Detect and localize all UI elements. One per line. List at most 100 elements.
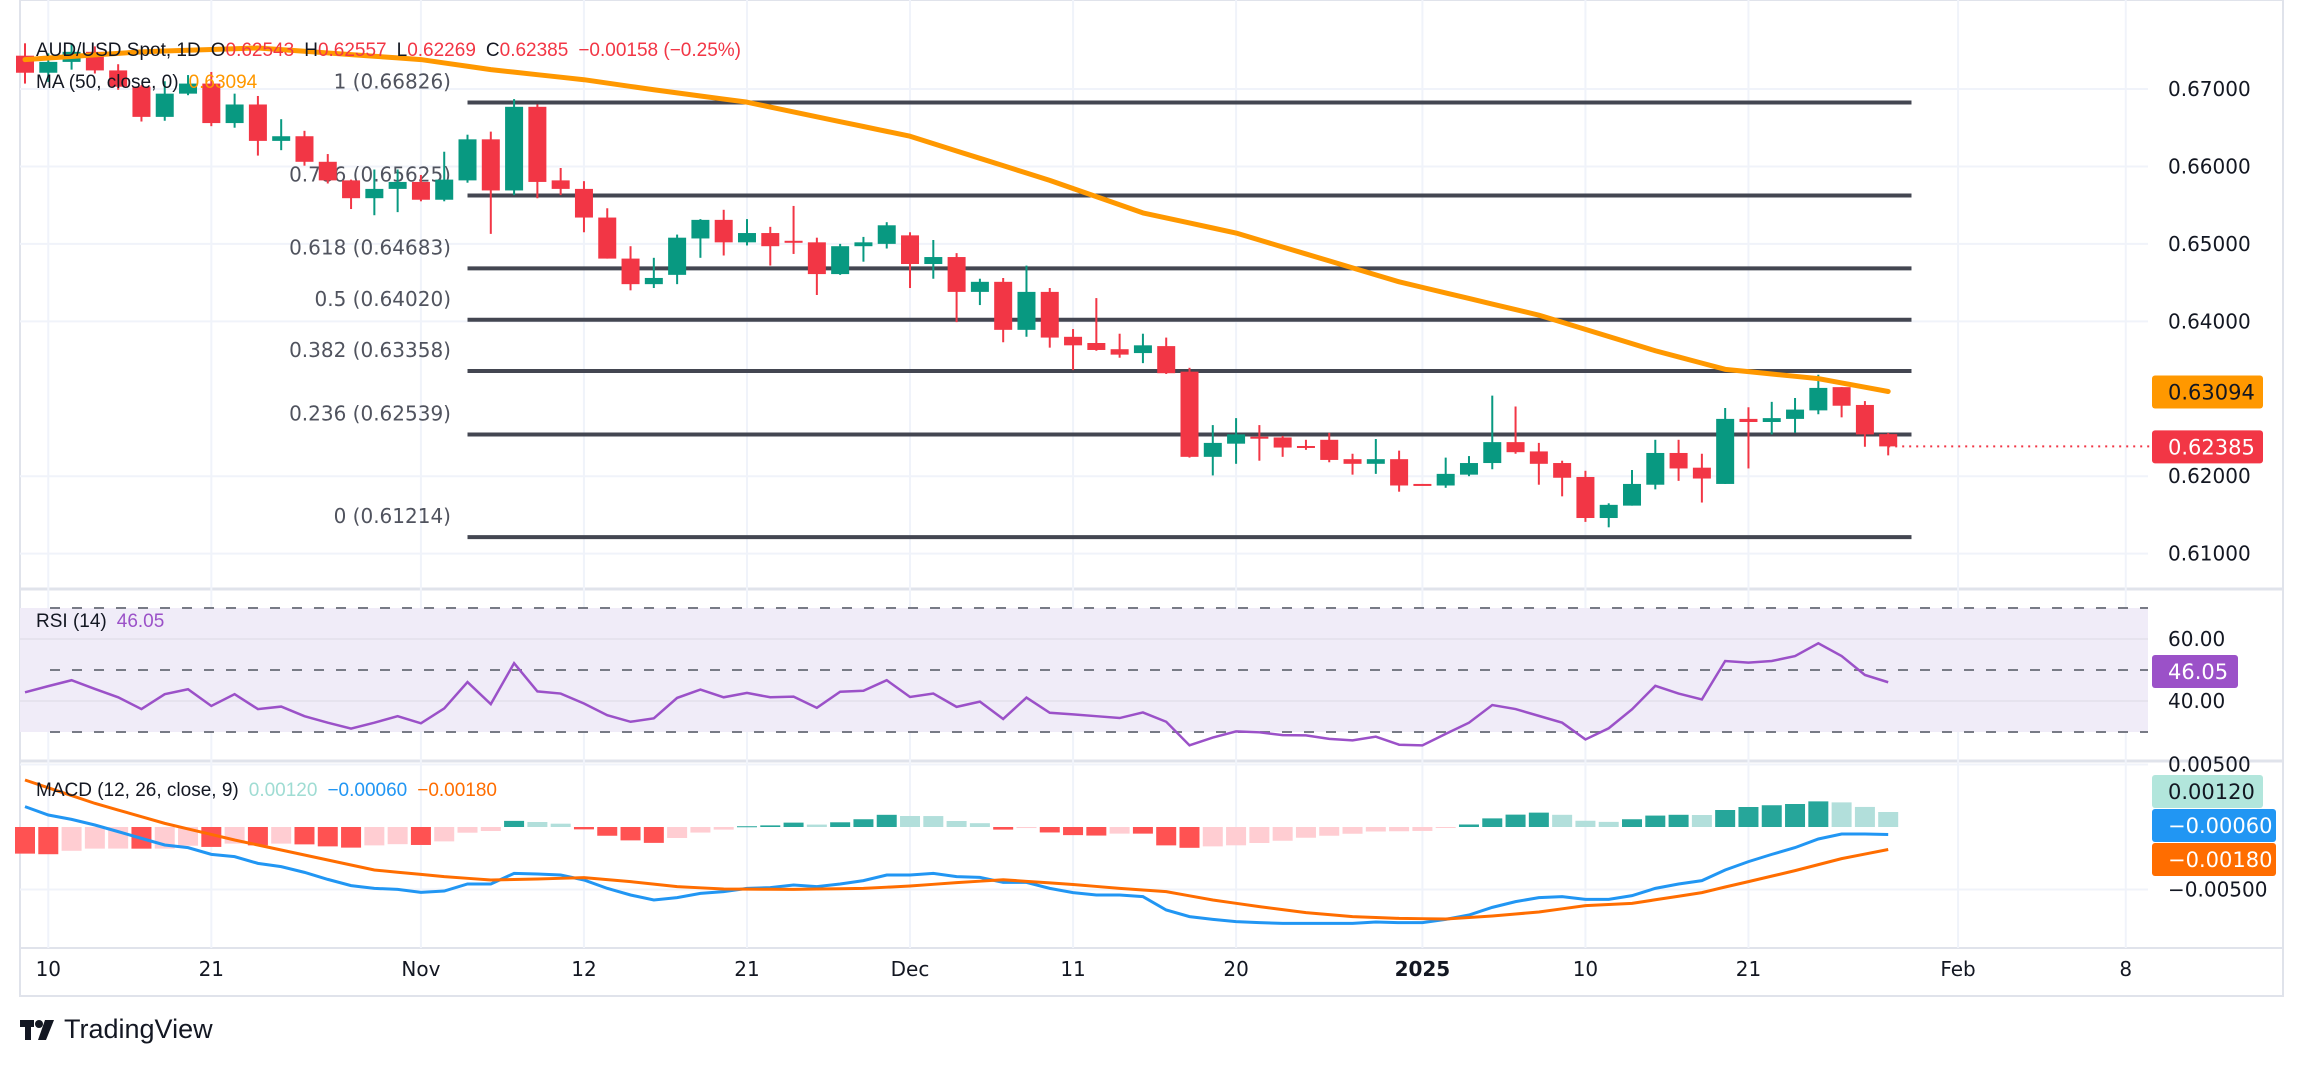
candle bbox=[924, 240, 943, 279]
candle-body bbox=[1483, 442, 1502, 464]
candle-body bbox=[1087, 343, 1106, 350]
macd-histogram-bar bbox=[760, 825, 781, 827]
candle-body bbox=[1553, 463, 1572, 478]
rsi-badge-bg bbox=[2152, 655, 2238, 688]
macd-histogram-bar bbox=[317, 827, 338, 847]
candle bbox=[225, 93, 244, 128]
candle bbox=[1436, 457, 1455, 488]
candle-body bbox=[831, 246, 850, 275]
time-axis-label: 21 bbox=[734, 957, 759, 981]
macd-histogram-bar bbox=[364, 827, 385, 846]
macd-histogram-bar bbox=[1272, 827, 1293, 841]
candle-body bbox=[1692, 467, 1711, 479]
candle bbox=[1017, 265, 1036, 337]
macd-histogram-bar bbox=[783, 822, 804, 827]
tradingview-logo[interactable]: TradingView bbox=[20, 1014, 213, 1045]
candle-body bbox=[1786, 409, 1805, 419]
candle-body bbox=[1366, 459, 1385, 464]
macd-axis-label: −0.00500 bbox=[2168, 878, 2267, 902]
macd-badge-bg bbox=[2152, 809, 2276, 842]
candle-body bbox=[1064, 336, 1083, 346]
candle-body bbox=[225, 104, 244, 124]
rsi-badge-text: 46.05 bbox=[2168, 660, 2228, 684]
high-value: 0.62557 bbox=[317, 40, 387, 61]
candle bbox=[1623, 470, 1642, 506]
macd-histogram-bar bbox=[876, 814, 897, 827]
symbol-title[interactable]: AUD/USD Spot, 1D bbox=[36, 40, 201, 61]
macd-histogram-bar bbox=[457, 827, 478, 833]
candle bbox=[1320, 432, 1339, 463]
macd-histogram-bar bbox=[1505, 814, 1526, 827]
candle-body bbox=[365, 188, 384, 199]
candle bbox=[1692, 453, 1711, 503]
candle bbox=[435, 151, 454, 202]
candle bbox=[1366, 439, 1385, 474]
candle-body bbox=[481, 139, 500, 191]
macd-histogram-bar bbox=[1342, 827, 1363, 834]
rsi-badge: 46.05 bbox=[2152, 655, 2238, 688]
macd-histogram-bar bbox=[1086, 827, 1107, 836]
price-axis-label: 0.62000 bbox=[2168, 464, 2251, 488]
rsi-legend[interactable]: RSI (14) 46.05 bbox=[36, 611, 174, 633]
macd-histogram-bar bbox=[1458, 824, 1479, 827]
macd-histogram-bar bbox=[341, 827, 362, 848]
macd-histogram-bar bbox=[1039, 827, 1060, 833]
candle-body bbox=[1669, 452, 1688, 469]
candle-body bbox=[1390, 459, 1409, 486]
candle bbox=[342, 179, 361, 210]
macd-histogram-bar bbox=[1156, 827, 1177, 846]
candle-body bbox=[1529, 451, 1548, 464]
macd-histogram-bar bbox=[1528, 812, 1549, 827]
candle-body bbox=[807, 242, 826, 275]
candle bbox=[598, 208, 617, 259]
macd-signal-value: −0.00180 bbox=[417, 780, 497, 801]
candle-body bbox=[109, 70, 128, 87]
macd-histogram-bar bbox=[1389, 827, 1410, 832]
candle-body bbox=[1599, 504, 1618, 519]
macd-histogram-bar bbox=[1808, 801, 1829, 827]
macd-histogram-bar bbox=[969, 823, 990, 827]
candle bbox=[737, 219, 756, 246]
tradingview-logo-icon bbox=[20, 1019, 54, 1040]
candle-body bbox=[1879, 434, 1898, 447]
macd-histogram-bar bbox=[1179, 827, 1200, 848]
candle-body bbox=[551, 180, 570, 189]
macd-histogram-bar bbox=[736, 826, 757, 828]
macd-badge: −0.00060 bbox=[2152, 809, 2276, 842]
candle bbox=[528, 104, 547, 199]
candle bbox=[1343, 453, 1362, 475]
candle bbox=[1832, 387, 1851, 418]
ma-legend[interactable]: MA (50, close, 0) 0.63094 bbox=[36, 72, 267, 94]
time-axis-label: 21 bbox=[1736, 957, 1761, 981]
rsi-value: 46.05 bbox=[116, 611, 165, 632]
candle-body bbox=[691, 219, 710, 239]
rsi-line bbox=[24, 641, 1889, 747]
macd-histogram-bar bbox=[806, 824, 827, 827]
candle bbox=[1390, 450, 1409, 492]
macd-line bbox=[24, 805, 1889, 925]
ma-value: 0.63094 bbox=[188, 72, 258, 93]
candle bbox=[901, 232, 920, 289]
candle bbox=[691, 219, 710, 258]
rsi-axis-label: 60.00 bbox=[2168, 627, 2225, 651]
low-label: L bbox=[396, 40, 408, 61]
candle bbox=[1203, 425, 1222, 476]
candle bbox=[1459, 456, 1478, 477]
macd-legend[interactable]: MACD (12, 26, close, 9) 0.00120 −0.00060 −0… bbox=[36, 780, 507, 802]
macd-histogram-bar bbox=[38, 827, 59, 855]
macd-histogram-bar bbox=[84, 827, 105, 849]
candle bbox=[1576, 470, 1595, 522]
candle-body bbox=[668, 237, 687, 275]
candle-body bbox=[1320, 439, 1339, 460]
candle bbox=[1506, 406, 1525, 454]
candle bbox=[1739, 407, 1758, 469]
candle bbox=[1529, 442, 1548, 485]
macd-signal-badge-text: −0.00180 bbox=[2168, 848, 2272, 872]
candle-body bbox=[342, 180, 361, 199]
candle bbox=[831, 243, 850, 275]
candle-body bbox=[1296, 445, 1315, 448]
macd-histogram-bar bbox=[1552, 814, 1573, 827]
candle-body bbox=[901, 235, 920, 265]
candle bbox=[994, 277, 1013, 343]
candle-body bbox=[854, 242, 873, 247]
